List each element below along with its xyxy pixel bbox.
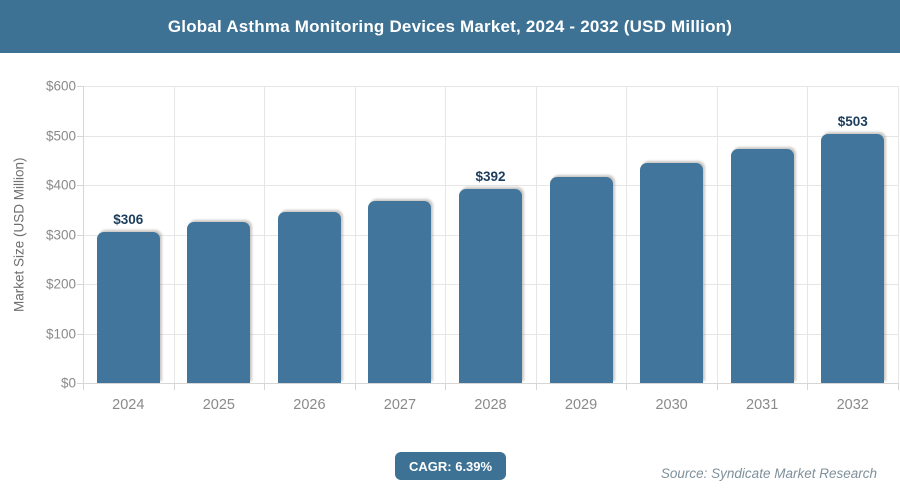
x-tick-mark <box>807 383 809 390</box>
x-gridline <box>445 86 447 383</box>
bar-2026 <box>277 211 341 383</box>
x-tick-label-2031: 2031 <box>746 397 779 413</box>
y-tick-mark <box>77 86 83 87</box>
y-tick-mark <box>77 383 83 384</box>
y-tick-label: $300 <box>45 227 76 242</box>
bar-2031 <box>730 149 794 383</box>
x-tick-mark <box>716 383 718 390</box>
y-gridline <box>83 86 898 87</box>
y-gridline <box>83 185 898 186</box>
x-tick-mark <box>898 383 899 390</box>
x-tick-label-2028: 2028 <box>474 397 507 413</box>
bar-2027 <box>368 200 432 383</box>
y-tick-mark <box>77 284 83 285</box>
x-gridline <box>264 86 266 383</box>
x-gridline <box>173 86 175 383</box>
x-gridline <box>807 86 809 383</box>
y-tick-mark <box>77 234 83 236</box>
x-tick-label-2030: 2030 <box>655 397 688 413</box>
chart-title-bar: Global Asthma Monitoring Devices Market,… <box>0 0 900 53</box>
x-gridline <box>354 86 356 383</box>
x-tick-label-2025: 2025 <box>202 397 235 413</box>
bar-value-label-2024: $306 <box>113 211 144 227</box>
y-tick-label: $200 <box>45 276 76 292</box>
chart-title: Global Asthma Monitoring Devices Market,… <box>167 16 733 36</box>
x-tick-label-2032: 2032 <box>836 397 869 413</box>
x-tick-mark <box>535 383 537 390</box>
x-gridline <box>535 86 537 383</box>
y-tick-label: $400 <box>45 177 76 193</box>
x-gridline <box>626 86 628 383</box>
x-tick-mark <box>354 383 356 390</box>
x-tick-mark <box>264 383 266 390</box>
y-tick-label: $100 <box>45 326 76 341</box>
x-gridline <box>898 86 899 383</box>
bar-2025 <box>187 221 251 383</box>
cagr-badge: CAGR: 6.39% <box>395 452 507 480</box>
bar-2028 <box>459 188 522 383</box>
bar-value-label-2028: $392 <box>475 168 506 184</box>
bar-2030 <box>640 163 704 383</box>
x-tick-mark <box>445 383 447 390</box>
bar-2029 <box>549 176 613 383</box>
bar-2024 <box>96 231 160 383</box>
source-note: Source: Syndicate Market Research <box>660 466 877 481</box>
x-tick-mark <box>83 383 84 390</box>
y-gridline <box>83 135 898 137</box>
y-tick-label: $500 <box>45 128 76 143</box>
x-tick-mark <box>173 383 175 390</box>
x-tick-label-2029: 2029 <box>564 397 598 413</box>
y-tick-mark <box>77 135 83 137</box>
x-gridline <box>716 86 718 383</box>
y-tick-label: $600 <box>45 78 76 94</box>
y-tick-label: $0 <box>60 375 76 391</box>
x-tick-label-2027: 2027 <box>383 397 417 413</box>
y-tick-mark <box>77 333 83 335</box>
bar-2032 <box>821 134 885 383</box>
x-tick-label-2026: 2026 <box>293 397 326 413</box>
x-tick-mark <box>626 383 628 390</box>
y-tick-mark <box>77 185 83 186</box>
y-axis-title: Market Size (USD Million) <box>11 157 27 312</box>
y-gridline <box>83 383 898 384</box>
x-gridline <box>83 86 84 383</box>
x-tick-label-2024: 2024 <box>112 397 145 413</box>
bar-value-label-2032: $503 <box>837 114 868 129</box>
